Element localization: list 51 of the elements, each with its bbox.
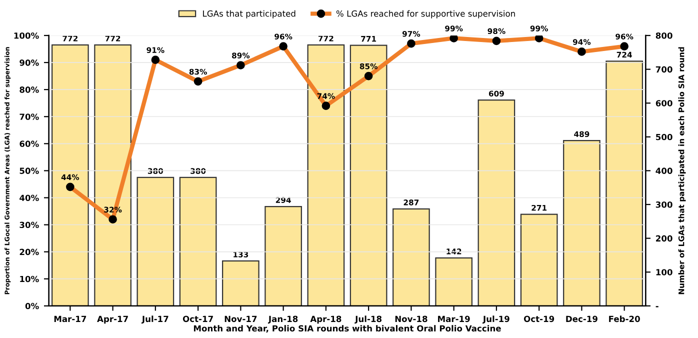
- x-tick-label: Jul-18: [354, 316, 382, 324]
- bar: [222, 260, 260, 306]
- bar: [520, 214, 558, 306]
- bar: [94, 44, 132, 306]
- x-tick-label: Apr-17: [97, 316, 128, 324]
- x-axis-title: Month and Year, Polio SIA rounds with bivalent Oral Polio Vaccine: [194, 325, 501, 333]
- bar: [478, 99, 516, 306]
- bar: [179, 176, 217, 306]
- bar: [307, 44, 345, 306]
- bar: [563, 140, 600, 306]
- x-tick-label: Jul-17: [141, 316, 168, 324]
- x-tick-label: Mar-17: [54, 316, 86, 322]
- y-tick-label: 30%: [20, 222, 39, 228]
- legend-label: LGAs that participated: [203, 10, 296, 18]
- x-tick-label: Apr-18: [310, 316, 342, 324]
- bar: [52, 44, 89, 306]
- y2-tick-label: 700: [656, 66, 672, 73]
- y-tick-label: 60%: [20, 140, 39, 147]
- y-tick-label: 20%: [20, 248, 39, 256]
- y2-tick-label: 200: [656, 235, 672, 242]
- bar: [264, 206, 302, 306]
- bar: [435, 257, 472, 306]
- bar: [392, 208, 430, 306]
- x-tick-label: Nov-17: [224, 316, 257, 322]
- x-tick-label: Nov-18: [395, 316, 428, 322]
- y2-tick-label: 600: [656, 100, 672, 106]
- y2-tick-label: 300: [656, 201, 672, 208]
- y-tick-label: 10%: [20, 276, 39, 282]
- y-tick-label: 0%: [25, 302, 39, 310]
- x-tick-label: Dec-19: [566, 316, 598, 322]
- y2-tick-label: 800: [656, 32, 672, 39]
- bar: [136, 176, 174, 306]
- x-tick-label: Mar-19: [438, 316, 470, 322]
- x-tick-label: Feb-20: [609, 316, 640, 322]
- y2-tick-label: 100: [656, 269, 672, 276]
- x-tick-label: Jul-19: [482, 316, 510, 324]
- x-tick-label: Oct-17: [182, 316, 213, 322]
- y-tick-label: 90%: [20, 60, 39, 66]
- y-tick-label: 50%: [20, 168, 39, 174]
- x-tick-label: Oct-19: [524, 316, 554, 322]
- y2-tick-label: -: [656, 306, 658, 308]
- y-tick-label: 70%: [20, 114, 39, 120]
- y-tick-label: 40%: [20, 194, 39, 202]
- legend-label: % LGAs reached for supportive supervision: [336, 10, 515, 18]
- x-tick-label: Jan-18: [268, 316, 298, 324]
- y2-tick-label: 500: [656, 134, 672, 140]
- bar: [606, 60, 644, 306]
- y-tick-label: 80%: [20, 86, 39, 93]
- y-tick-label: 100%: [14, 32, 39, 39]
- bar: [350, 44, 388, 306]
- y2-tick-label: 400: [656, 168, 672, 174]
